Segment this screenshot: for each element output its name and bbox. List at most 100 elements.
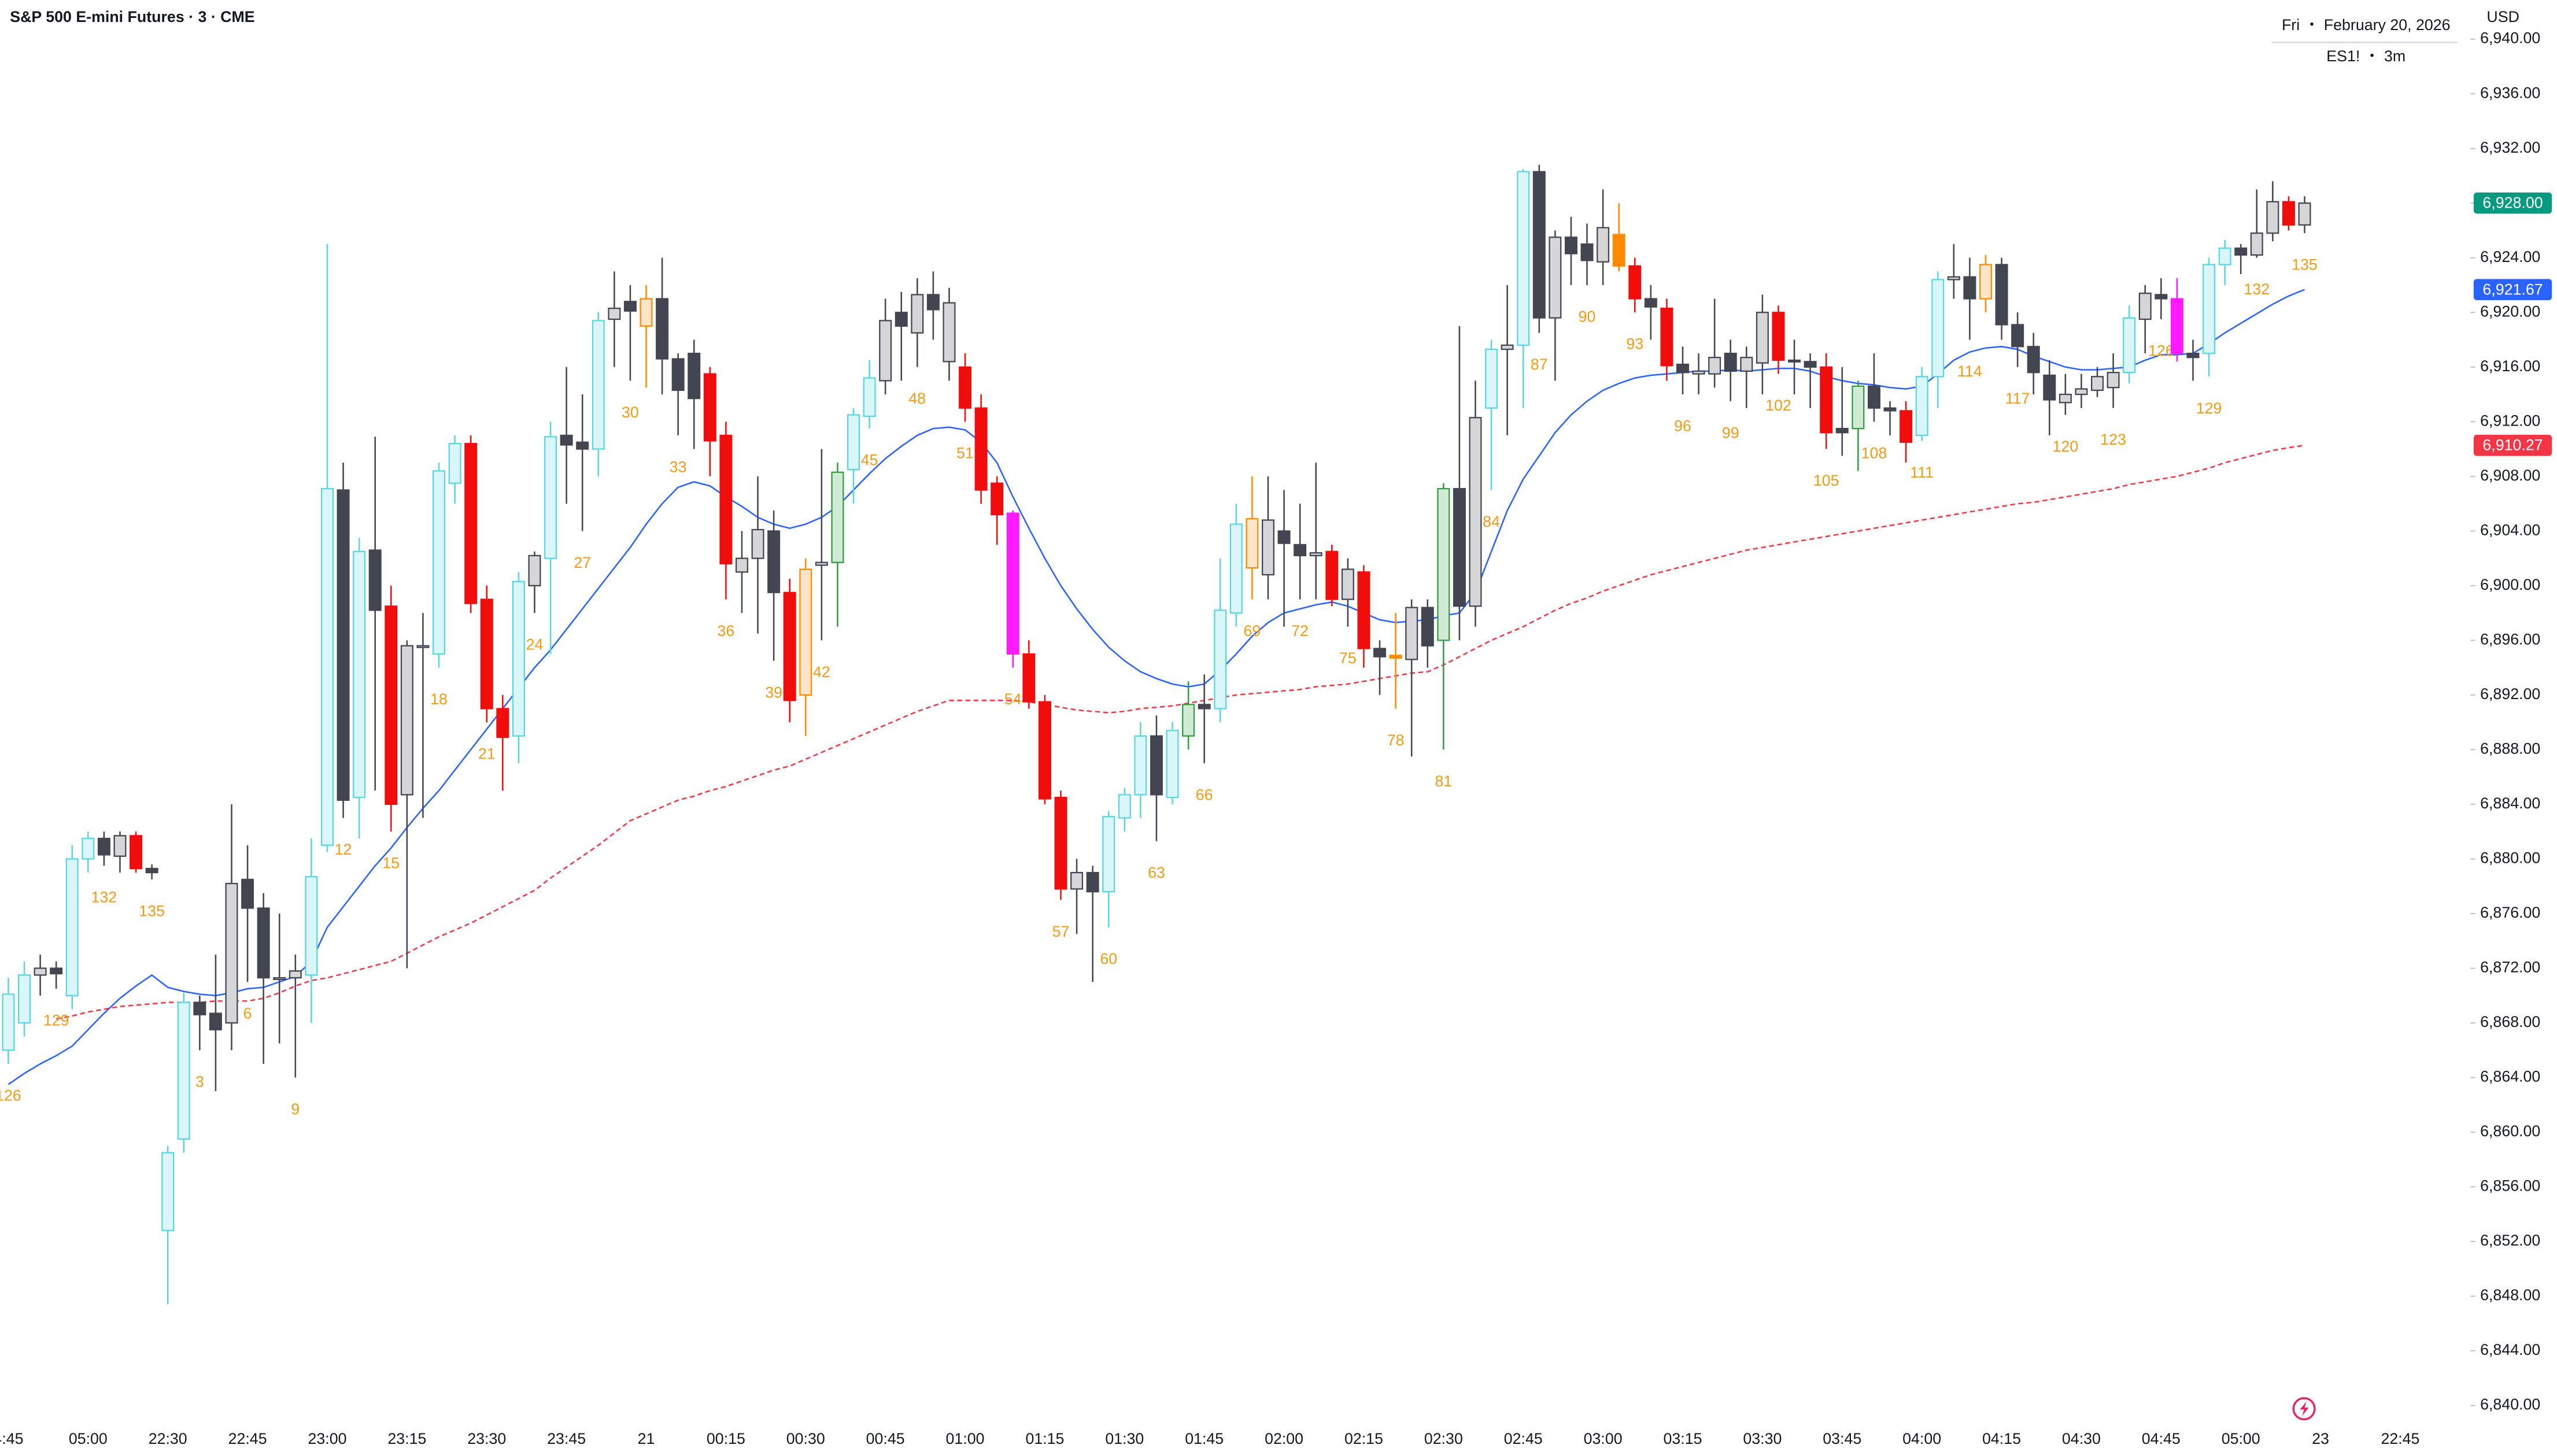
candle-body <box>1963 276 1976 300</box>
candle-body-tint <box>1980 264 1991 299</box>
candle-body <box>767 530 781 593</box>
candle-body <box>2282 201 2295 226</box>
candle-body-tint <box>1214 610 1226 709</box>
bar-number: 27 <box>574 554 591 571</box>
candle-body <box>1086 871 1099 893</box>
candle-body <box>353 550 366 799</box>
candle-body <box>1421 607 1434 646</box>
candle-body <box>1118 794 1131 819</box>
candle-body-tint <box>832 472 844 563</box>
candle-body <box>1277 530 1291 544</box>
bar-number: 135 <box>139 902 165 919</box>
candle-body <box>1597 227 1610 263</box>
bar-number: 6 <box>243 1005 252 1022</box>
candle-body <box>145 867 158 874</box>
candle-body-tint <box>545 437 556 559</box>
candle-body <box>2155 294 2168 300</box>
candle-body <box>65 858 79 996</box>
candle-body <box>34 967 47 976</box>
candle-body <box>1900 410 1913 443</box>
candle-body <box>464 442 478 604</box>
bar-number: 84 <box>1483 513 1500 530</box>
x-tick-label: 04:45 <box>2142 1430 2181 1447</box>
candle-body <box>974 407 988 491</box>
candle-body-tint <box>911 294 923 333</box>
candle-body-tint <box>2267 201 2279 234</box>
bar-number: 108 <box>1861 445 1887 462</box>
candle-body-tint <box>1948 276 1960 280</box>
x-tick-label: 01:45 <box>1185 1430 1224 1447</box>
candle-body-tint <box>1406 607 1418 660</box>
candle-body-tint <box>800 569 812 695</box>
candle-body <box>1804 361 1817 368</box>
candle-body <box>400 645 413 796</box>
bar-number: 135 <box>2292 256 2318 274</box>
candle-body-tint <box>1757 312 1768 363</box>
candle-body-tint <box>1183 704 1194 736</box>
candle-body-tint <box>2219 248 2231 265</box>
candle-body-tint <box>736 558 748 572</box>
candle-body <box>1676 363 1690 374</box>
candle-body <box>1006 512 1019 655</box>
x-tick-label: 23:30 <box>467 1430 506 1447</box>
alert-icon[interactable] <box>2292 1397 2316 1421</box>
bar-number: 12 <box>335 841 352 858</box>
candle-body <box>783 592 796 701</box>
candle-body <box>1389 655 1402 659</box>
x-tick-label: 00:45 <box>866 1430 905 1447</box>
candle-body-tint <box>608 308 620 320</box>
candle-body-tint <box>449 444 461 483</box>
candle-body-tint <box>114 836 126 856</box>
candle-body <box>2186 353 2200 359</box>
candle-body <box>703 373 716 442</box>
candle-body <box>1931 279 1945 378</box>
y-tick-label: 6,860.00 <box>2480 1122 2540 1140</box>
candle-body <box>1835 427 1849 434</box>
candle-body <box>1820 366 1833 434</box>
candle-body <box>2298 202 2311 226</box>
candle-body <box>2107 372 2120 389</box>
price-tag-label: 6,921.67 <box>2482 280 2543 298</box>
candle-body-tint <box>1597 227 1609 262</box>
bar-number: 96 <box>1674 417 1691 435</box>
bar-number: 42 <box>813 663 830 681</box>
candle-body <box>1549 236 1562 319</box>
candle-body <box>1740 357 1753 372</box>
candle-body <box>512 581 525 737</box>
candle-body <box>1166 730 1179 799</box>
bar-number: 126 <box>2148 342 2174 360</box>
candle-body <box>1246 518 1259 569</box>
candle-body <box>1501 344 1514 350</box>
candle-body <box>847 414 860 471</box>
candle-body <box>656 298 669 360</box>
bar-number: 132 <box>2244 280 2270 298</box>
candle-body-tint <box>592 320 604 449</box>
bar-number: 75 <box>1339 649 1357 667</box>
candle-body-tint <box>1118 794 1130 818</box>
candle-body <box>1532 171 1546 319</box>
y-tick-label: 6,908.00 <box>2480 467 2540 484</box>
chart-title: S&P 500 E-mini Futures · 3 · CME <box>10 8 254 25</box>
candle-body <box>18 974 31 1024</box>
candle-body <box>1054 796 1067 890</box>
candle-body-tint <box>1932 279 1944 377</box>
bar-number: 21 <box>478 745 496 763</box>
bar-number: 63 <box>1148 864 1165 881</box>
candle-body-tint <box>1501 345 1513 350</box>
candle-body <box>671 358 685 391</box>
candle-body <box>1756 312 1769 364</box>
y-tick-label: 6,840.00 <box>2480 1396 2540 1413</box>
x-tick-label: 05:00 <box>69 1430 108 1447</box>
candle-body <box>241 878 254 909</box>
x-tick-label: 03:30 <box>1743 1430 1782 1447</box>
candle-body-tint <box>2139 293 2151 320</box>
candle-body-tint <box>289 971 301 978</box>
candle-body <box>1564 236 1577 254</box>
x-tick-label: 04:15 <box>1982 1430 2021 1447</box>
price-tag-label: 6,910.27 <box>2482 437 2543 454</box>
candle-body <box>1995 264 2008 326</box>
candle-body <box>2027 346 2040 374</box>
bar-number: 129 <box>43 1011 69 1029</box>
x-tick-label: 01:00 <box>946 1430 985 1447</box>
